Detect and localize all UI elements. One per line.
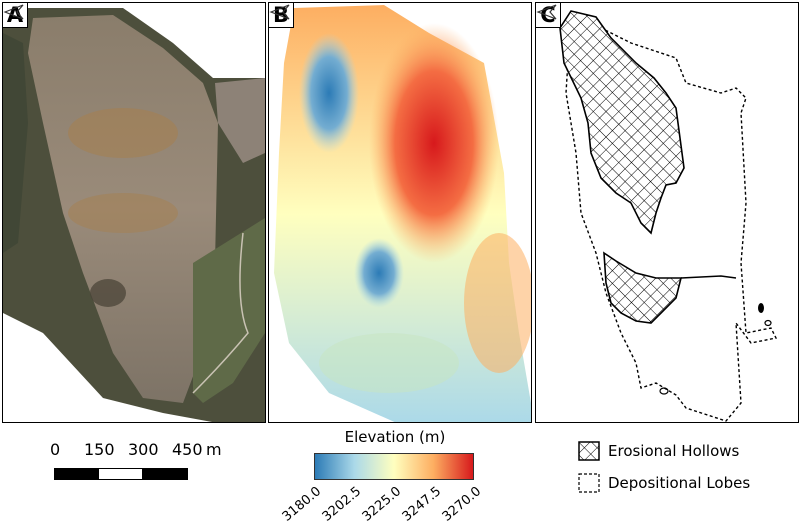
classification-map — [559, 10, 778, 422]
scale-tick: 450 — [172, 440, 203, 459]
elevation-legend-title: Elevation (m) — [344, 428, 446, 446]
elevation-tick-label: 3225.0 — [359, 484, 404, 525]
legend-item-depositional-lobes: Depositional Lobes — [578, 471, 750, 495]
scale-segment — [98, 468, 144, 480]
legend-item-erosional-hollows: Erosional Hollows — [578, 439, 739, 463]
legend-label: Depositional Lobes — [608, 474, 751, 492]
crosshatch-swatch-icon — [578, 441, 600, 461]
elevation-tick-label: 3180.0 — [279, 484, 324, 525]
scale-unit: m — [206, 440, 222, 459]
elevation-tick-label: 3270.0 — [439, 484, 484, 525]
panel-b: B — [268, 2, 532, 423]
elevation-tick-label: 3247.5 — [399, 484, 444, 525]
panel-a: A — [2, 2, 266, 423]
scale-tick: 0 — [50, 440, 61, 459]
scale-segment — [142, 468, 188, 480]
legend-label: Erosional Hollows — [608, 442, 740, 460]
elevation-tick-label: 3202.5 — [319, 484, 364, 525]
north-arrow-icon — [3, 4, 24, 20]
scale-tick: 300 — [128, 440, 159, 459]
scale-bar: 0 150 300 450 m — [50, 440, 250, 490]
erosional-hollow-upper — [559, 10, 685, 235]
scale-segment — [54, 468, 100, 480]
erosional-hollow-lower — [603, 251, 683, 324]
north-arrow-icon — [269, 4, 290, 20]
north-arrow-icon — [536, 4, 557, 20]
elevation-legend: Elevation (m) 3180.0 3202.5 3225.0 3247.… — [279, 428, 490, 525]
dashed-swatch-icon — [578, 473, 600, 493]
depositional-lobes-outline — [565, 11, 778, 422]
panel-c: C — [535, 2, 799, 423]
elevation-color-ramp — [314, 453, 474, 480]
elevation-map — [274, 5, 531, 422]
orthophoto-map — [3, 8, 265, 422]
classification-legend: Erosional Hollows Depositional Lobes — [578, 437, 798, 501]
scale-tick: 150 — [84, 440, 115, 459]
